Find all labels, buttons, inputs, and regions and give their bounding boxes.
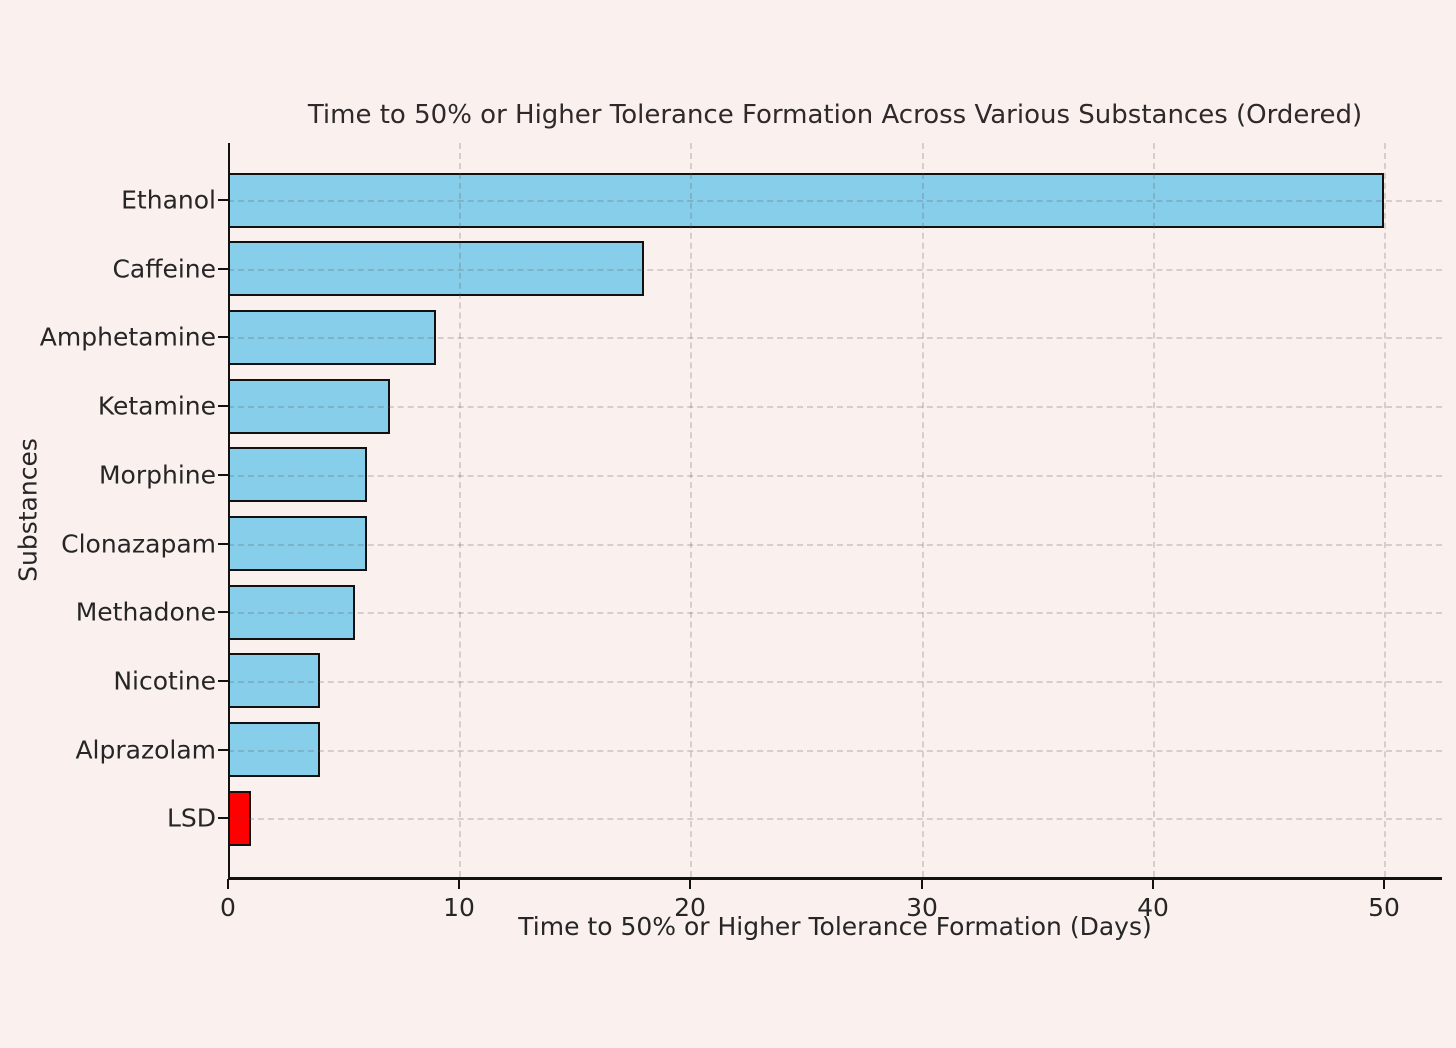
x-tick-mark-0 xyxy=(227,879,229,889)
y-tick-mark-nicotine xyxy=(218,680,228,682)
y-tick-label-morphine: Morphine xyxy=(98,460,216,490)
y-tick-mark-amphetamine xyxy=(218,336,228,338)
gridline-y-methadone xyxy=(228,612,1442,614)
y-axis-spine xyxy=(228,143,230,880)
y-tick-mark-clonazapam xyxy=(218,543,228,545)
x-tick-label-40: 40 xyxy=(1137,893,1169,922)
gridline-y-lsd xyxy=(228,818,1442,820)
gridline-y-alprazolam xyxy=(228,750,1442,752)
y-tick-label-amphetamine: Amphetamine xyxy=(39,322,216,352)
y-tick-label-caffeine: Caffeine xyxy=(112,254,216,284)
x-tick-label-50: 50 xyxy=(1368,893,1400,922)
y-axis-label: Substances xyxy=(13,438,43,582)
bar-caffeine xyxy=(228,241,644,297)
plot-area: 0 10 20 30 40 50 Ethanol Caffeine Amphetamine Ket… xyxy=(40,143,1442,922)
x-axis-label: Time to 50% or Higher Tolerance Formatio… xyxy=(518,912,1152,941)
bar-ethanol xyxy=(228,172,1384,228)
y-tick-mark-morphine xyxy=(218,474,228,476)
x-tick-label-10: 10 xyxy=(443,893,475,922)
gridline-x-10 xyxy=(459,143,461,877)
gridline-y-nicotine xyxy=(228,681,1442,683)
y-tick-mark-ketamine xyxy=(218,405,228,407)
y-tick-label-nicotine: Nicotine xyxy=(113,666,216,696)
x-tick-mark-10 xyxy=(458,879,460,889)
gridline-x-50 xyxy=(1384,143,1386,877)
y-tick-label-lsd: LSD xyxy=(166,803,216,833)
bar-clonazapam xyxy=(228,516,367,571)
y-tick-mark-methadone xyxy=(218,611,228,613)
x-tick-label-30: 30 xyxy=(906,893,938,922)
y-tick-label-ketamine: Ketamine xyxy=(97,391,216,421)
y-tick-mark-ethanol xyxy=(218,199,228,201)
bar-amphetamine xyxy=(228,309,436,365)
y-tick-label-ethanol: Ethanol xyxy=(121,185,216,215)
x-tick-label-20: 20 xyxy=(674,893,706,922)
gridline-y-clonazapam xyxy=(228,544,1442,546)
gridline-y-amphetamine xyxy=(228,337,1442,339)
gridline-y-morphine xyxy=(228,475,1442,477)
y-tick-mark-lsd xyxy=(218,817,228,819)
y-tick-label-alprazolam: Alprazolam xyxy=(75,735,216,765)
gridline-y-ethanol xyxy=(228,200,1442,202)
gridline-y-caffeine xyxy=(228,269,1442,271)
y-tick-mark-caffeine xyxy=(218,268,228,270)
gridline-y-ketamine xyxy=(228,406,1442,408)
y-tick-mark-alprazolam xyxy=(218,749,228,751)
bar-nicotine xyxy=(228,653,320,709)
x-tick-label-0: 0 xyxy=(220,893,236,922)
y-tick-label-clonazapam: Clonazapam xyxy=(61,529,216,559)
bar-ketamine xyxy=(228,378,390,434)
x-tick-mark-20 xyxy=(689,879,691,889)
gridline-x-30 xyxy=(922,143,924,877)
y-tick-label-methadone: Methadone xyxy=(75,597,216,627)
gridline-x-40 xyxy=(1153,143,1155,877)
x-tick-mark-50 xyxy=(1383,879,1385,889)
x-tick-mark-40 xyxy=(1152,879,1154,889)
gridline-x-20 xyxy=(690,143,692,877)
x-axis-spine xyxy=(228,877,1442,880)
x-tick-mark-30 xyxy=(921,879,923,889)
chart-title: Time to 50% or Higher Tolerance Formatio… xyxy=(307,100,1363,130)
